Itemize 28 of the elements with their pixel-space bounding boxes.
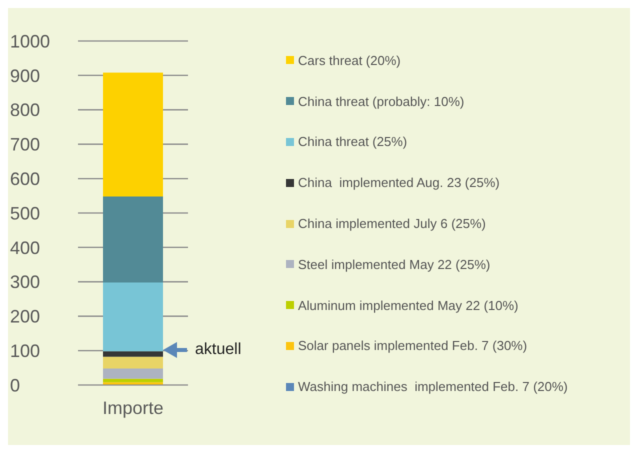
y-tick-label: 0 [10,375,20,396]
bar [103,368,163,379]
bar [103,356,163,368]
y-tick-label: 1000 [10,31,50,52]
legend-label: China implemented Aug. 23 (25%) [298,175,500,190]
legend-label: Washing machines implemented Feb. 7 (20%) [298,379,568,394]
y-tick-label: 700 [10,134,40,155]
legend-label: China threat (probably: 10%) [298,94,464,109]
x-tick-label: Importe [102,398,164,418]
y-tick-label: 500 [10,203,40,224]
bar [103,196,163,282]
y-tick-label: 200 [10,306,40,327]
y-tick-label: 100 [10,340,40,361]
bar [103,382,163,385]
y-tick-label: 600 [10,168,40,189]
legend-label: Solar panels implemented Feb. 7 (30%) [298,338,528,354]
legend-label: China implemented July 6 (25%) [298,216,486,232]
y-tick-label: 300 [10,272,40,292]
bar [103,282,163,352]
bar [103,72,163,196]
y-tick-label: 800 [10,100,40,120]
legend-label: Aluminum implemented May 22 (10%) [298,298,518,313]
legend-label: Cars threat (20%) [298,52,401,68]
text: aktuell [195,341,242,359]
y-tick-label: 900 [10,66,40,86]
legend-label: China threat (25%) [298,134,408,150]
y-tick-label: 400 [10,238,40,258]
legend-label: Steel implemented May 22 (25%) [298,256,490,272]
